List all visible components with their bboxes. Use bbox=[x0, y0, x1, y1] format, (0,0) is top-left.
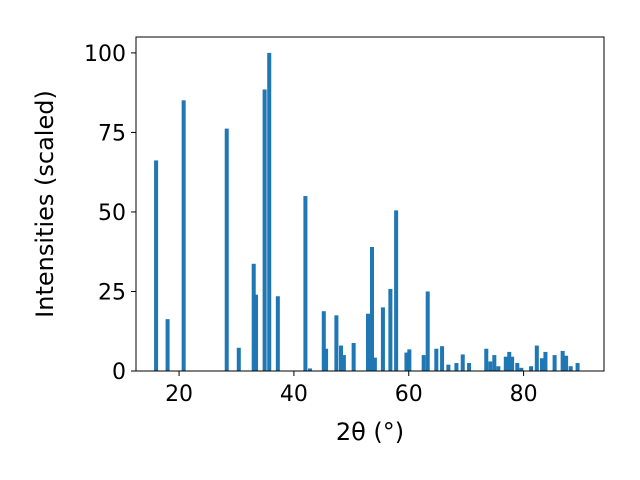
x-tick-label: 20 bbox=[165, 382, 193, 407]
bar bbox=[503, 356, 508, 371]
bar bbox=[534, 345, 539, 371]
x-tick-label: 40 bbox=[280, 382, 308, 407]
bar bbox=[404, 352, 409, 371]
bar bbox=[370, 246, 375, 371]
y-tick-label: 0 bbox=[112, 360, 126, 385]
plot-area-frame bbox=[135, 36, 605, 372]
y-axis-ticks: 0 25 50 75 100 bbox=[84, 42, 136, 385]
x-tick-label: 80 bbox=[510, 382, 538, 407]
bar bbox=[425, 291, 430, 371]
bar bbox=[181, 100, 186, 371]
bar bbox=[564, 355, 569, 371]
bar bbox=[324, 348, 329, 371]
bar bbox=[394, 210, 399, 371]
bar bbox=[440, 346, 445, 371]
bar bbox=[446, 364, 451, 371]
bar bbox=[262, 89, 267, 371]
bar bbox=[407, 349, 412, 371]
bar-series bbox=[154, 52, 580, 372]
bar bbox=[154, 160, 159, 371]
bar bbox=[303, 196, 308, 371]
bar bbox=[224, 128, 229, 371]
bar bbox=[254, 294, 259, 371]
bar bbox=[307, 368, 313, 371]
bar bbox=[334, 315, 339, 371]
x-tick-label: 60 bbox=[395, 382, 423, 407]
bar bbox=[552, 355, 557, 371]
bar bbox=[568, 366, 573, 371]
bar bbox=[496, 366, 501, 371]
bar bbox=[372, 357, 377, 371]
bar bbox=[251, 263, 256, 371]
bar bbox=[560, 350, 565, 371]
bar bbox=[365, 313, 370, 371]
bar bbox=[267, 52, 272, 372]
bar bbox=[575, 363, 580, 371]
bar bbox=[421, 355, 426, 371]
bar bbox=[510, 356, 515, 371]
bar bbox=[539, 358, 544, 371]
bar bbox=[519, 367, 524, 371]
bar bbox=[380, 307, 385, 371]
bar bbox=[338, 345, 344, 371]
y-tick-label: 50 bbox=[98, 201, 126, 226]
bar bbox=[341, 355, 346, 371]
bar bbox=[543, 351, 548, 371]
bar bbox=[275, 296, 280, 371]
y-tick-label: 25 bbox=[98, 280, 126, 305]
bar bbox=[351, 343, 356, 371]
bar bbox=[484, 348, 489, 371]
bar bbox=[515, 363, 520, 371]
bar bbox=[460, 354, 465, 371]
bar bbox=[434, 348, 439, 371]
y-tick-label: 100 bbox=[84, 42, 126, 67]
bar bbox=[321, 311, 326, 371]
bar bbox=[165, 319, 170, 371]
bar bbox=[236, 347, 241, 371]
bar bbox=[467, 363, 472, 371]
bar bbox=[488, 361, 493, 371]
x-axis-label: 2θ (°) bbox=[336, 418, 404, 446]
bar bbox=[454, 363, 459, 371]
y-tick-label: 75 bbox=[98, 121, 126, 146]
x-axis-ticks: 20 40 60 80 bbox=[165, 371, 538, 407]
y-axis-label: Intensities (scaled) bbox=[31, 90, 59, 318]
bar bbox=[388, 288, 393, 371]
bar bbox=[492, 355, 497, 371]
bar bbox=[507, 351, 512, 371]
bar bbox=[529, 366, 534, 371]
